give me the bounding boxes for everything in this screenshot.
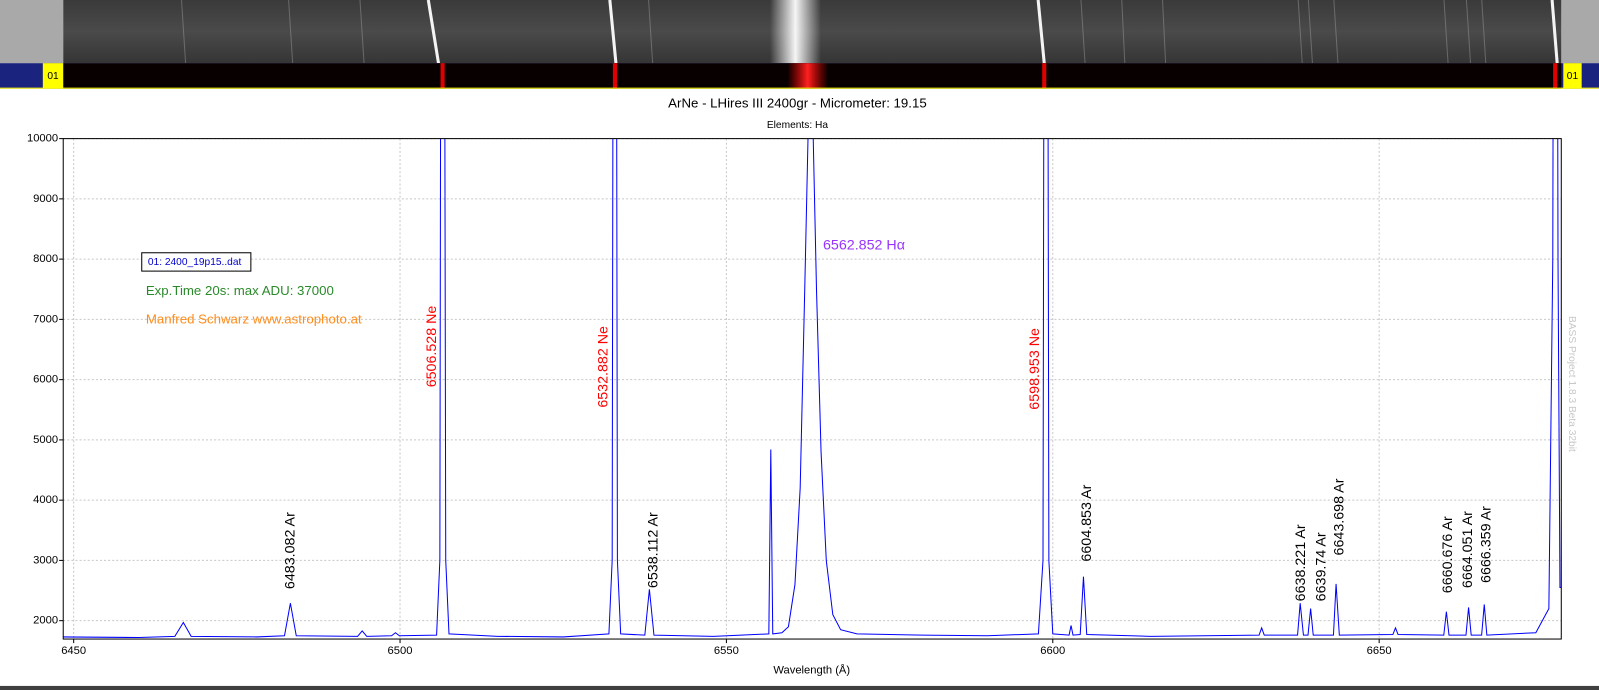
y-tick-label: 5000	[33, 434, 58, 446]
legend-entry: 01: 2400_19p15..dat	[148, 257, 242, 268]
line-annotation: 6666.359 Ar	[1479, 506, 1495, 583]
y-tick-label: 9000	[33, 193, 58, 205]
x-tick-label: 6550	[714, 645, 739, 657]
spectrum-image	[0, 0, 1599, 64]
line-annotation: 6532.882 Ne	[595, 326, 611, 408]
x-tick-label: 6450	[61, 645, 86, 657]
y-tick-label: 2000	[33, 615, 58, 627]
line-annotation: 6660.676 Ar	[1440, 516, 1456, 593]
line-annotation: 6639.74 Ar	[1313, 532, 1329, 601]
x-tick-label: 6650	[1367, 645, 1392, 657]
watermark: BASS Project 1.8.3 Beta 32bit	[1566, 316, 1577, 452]
y-tick-label: 10000	[27, 133, 58, 145]
bottom-border	[0, 685, 1599, 690]
x-tick-label: 6600	[1040, 645, 1065, 657]
strip-label: 01	[47, 71, 59, 82]
note: Manfred Schwarz www.astrophoto.at	[146, 312, 362, 327]
x-axis-label: Wavelength (Å)	[773, 664, 850, 677]
y-tick-label: 7000	[33, 313, 58, 325]
plot-frame	[62, 138, 1562, 640]
y-tick-label: 8000	[33, 253, 58, 265]
line-annotation: 6506.528 Ne	[424, 306, 440, 388]
spectrum-line	[63, 138, 1562, 639]
line-annotation: 6604.853 Ar	[1079, 484, 1095, 561]
line-annotation: 6638.221 Ar	[1293, 524, 1309, 601]
line-annotation: 6483.082 Ar	[282, 512, 298, 589]
color-strip: 01 01	[0, 63, 1599, 89]
note: Exp.Time 20s: max ADU: 37000	[146, 283, 334, 298]
y-tick-label: 4000	[33, 494, 58, 506]
line-annotation: 6538.112 Ar	[645, 512, 661, 588]
chart-subtitle: Elements: Ha	[767, 120, 829, 131]
y-tick-label: 6000	[33, 374, 58, 386]
strip-label: 01	[1567, 71, 1579, 82]
x-tick-label: 6500	[388, 645, 413, 657]
grid: 2000 3000 4000 5000 6000 7000 8000 9000 10000 645…	[27, 133, 1562, 657]
line-annotation: 6664.051 Ar	[1460, 511, 1476, 588]
chart-title: ArNe - LHires III 2400gr - Micrometer: 1…	[668, 95, 927, 110]
line-annotation: 6598.953 Ne	[1027, 328, 1043, 410]
y-tick-label: 3000	[33, 554, 58, 566]
legend-box	[141, 252, 252, 272]
line-annotation: 6643.698 Ar	[1332, 478, 1348, 555]
line-annotation: 6562.852 Hα	[823, 237, 905, 253]
annotations: 6483.082 Ar 6506.528 Ne 6532.882 Ne 6538.11…	[282, 237, 1494, 601]
plot-data	[63, 138, 1562, 639]
